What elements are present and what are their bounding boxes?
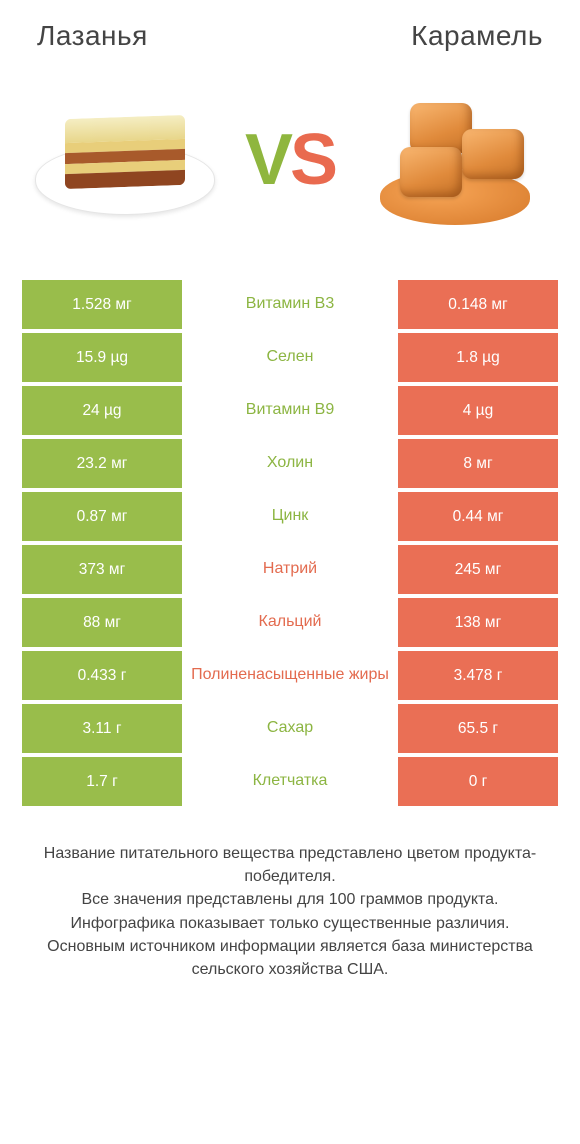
left-value: 0.433 г — [22, 651, 182, 700]
nutrient-name: Холин — [186, 439, 394, 488]
left-value: 1.7 г — [22, 757, 182, 806]
table-row: 23.2 мгХолин8 мг — [22, 439, 558, 488]
nutrient-name: Витамин B9 — [186, 386, 394, 435]
lasagna-icon — [30, 85, 220, 235]
right-food-title: Карамель — [411, 20, 543, 52]
table-row: 1.528 мгВитамин B30.148 мг — [22, 280, 558, 329]
right-value: 245 мг — [398, 545, 558, 594]
left-food-title: Лазанья — [37, 20, 148, 52]
left-value: 23.2 мг — [22, 439, 182, 488]
nutrient-name: Клетчатка — [186, 757, 394, 806]
right-value: 1.8 µg — [398, 333, 558, 382]
footer-line: Основным источником информации является … — [32, 935, 548, 981]
footer-line: Название питательного вещества представл… — [32, 842, 548, 888]
vs-row: VS — [22, 80, 558, 240]
left-value: 373 мг — [22, 545, 182, 594]
nutrient-name: Витамин B3 — [186, 280, 394, 329]
nutrient-table: 1.528 мгВитамин B30.148 мг15.9 µgСелен1.… — [22, 280, 558, 806]
nutrient-name: Цинк — [186, 492, 394, 541]
footer-note: Название питательного вещества представл… — [22, 842, 558, 981]
header: Лазанья Карамель — [22, 20, 558, 52]
left-value: 1.528 мг — [22, 280, 182, 329]
table-row: 3.11 гСахар65.5 г — [22, 704, 558, 753]
vs-v: V — [245, 120, 290, 200]
right-value: 8 мг — [398, 439, 558, 488]
right-value: 0 г — [398, 757, 558, 806]
table-row: 0.433 гПолиненасыщенные жиры3.478 г — [22, 651, 558, 700]
right-value: 0.44 мг — [398, 492, 558, 541]
right-value: 138 мг — [398, 598, 558, 647]
nutrient-name: Сахар — [186, 704, 394, 753]
table-row: 88 мгКальций138 мг — [22, 598, 558, 647]
nutrient-name: Кальций — [186, 598, 394, 647]
left-value: 0.87 мг — [22, 492, 182, 541]
right-value: 3.478 г — [398, 651, 558, 700]
left-value: 88 мг — [22, 598, 182, 647]
footer-line: Инфографика показывает только существенн… — [32, 912, 548, 935]
table-row: 24 µgВитамин B94 µg — [22, 386, 558, 435]
nutrient-name: Полиненасыщенные жиры — [186, 651, 394, 700]
vs-s: S — [290, 120, 335, 200]
nutrient-name: Натрий — [186, 545, 394, 594]
right-value: 0.148 мг — [398, 280, 558, 329]
caramel-icon — [360, 85, 550, 235]
vs-label: VS — [245, 119, 335, 201]
left-value: 3.11 г — [22, 704, 182, 753]
table-row: 1.7 гКлетчатка0 г — [22, 757, 558, 806]
left-value: 15.9 µg — [22, 333, 182, 382]
table-row: 373 мгНатрий245 мг — [22, 545, 558, 594]
right-value: 65.5 г — [398, 704, 558, 753]
table-row: 15.9 µgСелен1.8 µg — [22, 333, 558, 382]
right-value: 4 µg — [398, 386, 558, 435]
table-row: 0.87 мгЦинк0.44 мг — [22, 492, 558, 541]
nutrient-name: Селен — [186, 333, 394, 382]
footer-line: Все значения представлены для 100 граммо… — [32, 888, 548, 911]
left-value: 24 µg — [22, 386, 182, 435]
